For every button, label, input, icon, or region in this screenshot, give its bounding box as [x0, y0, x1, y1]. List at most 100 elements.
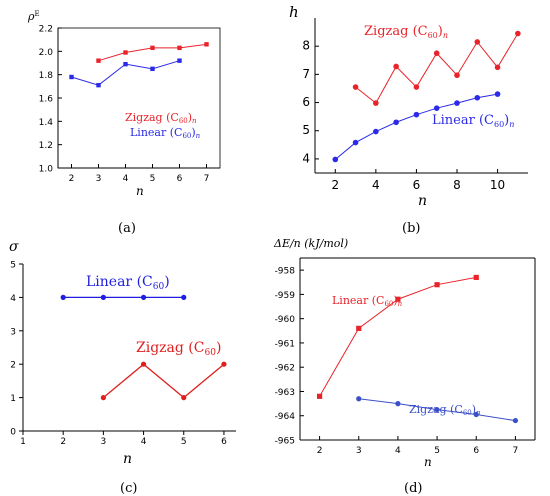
chart-d-data-point — [395, 296, 401, 302]
chart-d-y-tick-label: -965 — [275, 437, 295, 447]
chart-d-x-tick-label: 7 — [513, 446, 519, 456]
chart-c-x-tick-label: 2 — [60, 437, 66, 447]
chart-a-y-tick-label: 1.8 — [39, 71, 54, 81]
chart-a-data-point — [177, 45, 182, 51]
chart-b-ylabel: h — [289, 3, 299, 21]
chart-c-x-tick-label: 1 — [20, 437, 26, 447]
chart-c-data-point — [100, 294, 106, 300]
chart-a-data-point — [150, 66, 155, 72]
chart-c-legend-linear: Linear (C60) — [86, 274, 170, 292]
chart-c-data-point — [221, 361, 227, 367]
chart-d-data-point — [473, 411, 479, 418]
chart-a: 2 3 4 5 6 7 1.0 1.2 1.4 1.6 1.8 2.0 2.2 ρE n Zigzag … — [27, 10, 221, 236]
chart-b-data-point — [474, 94, 481, 101]
chart-b-data-point — [454, 72, 460, 79]
chart-a-data-point — [123, 61, 128, 67]
chart-a-x-tick-label: 6 — [177, 174, 183, 184]
chart-c-data-point — [60, 294, 66, 300]
chart-c-data-point — [181, 395, 187, 401]
chart-b-y-tick-label: 4 — [302, 151, 310, 165]
chart-b-data-point — [352, 84, 359, 90]
chart-c-data-point — [140, 361, 147, 367]
chart-b-xlabel: n — [418, 193, 427, 209]
chart-a-frame — [57, 27, 221, 169]
chart-b-x-tick-label: 2 — [331, 178, 339, 192]
chart-b-y-tick-label: 6 — [302, 95, 310, 109]
chart-b-series-line-0 — [355, 33, 519, 104]
chart-d-data-point — [316, 393, 323, 399]
chart-d-x-tick-label: 5 — [434, 446, 440, 456]
chart-b-data-point — [494, 91, 501, 97]
chart-d: 2 3 4 5 6 7 -958 -959 -960 -961 -962 -963 -964 -965 Δ… — [273, 237, 536, 496]
chart-c-legend-zigzag: Zigzag (C60) — [136, 340, 221, 358]
chart-b-data-point — [413, 84, 420, 90]
chart-a-x-tick-label: 2 — [69, 174, 75, 184]
chart-a-y-tick-label: 2.0 — [39, 48, 54, 58]
chart-d-x-tick-label: 3 — [356, 446, 362, 456]
chart-b-data-point — [474, 39, 481, 45]
chart-d-data-point — [395, 401, 401, 407]
chart-d-y-tick-label: -961 — [275, 339, 295, 349]
chart-c-x-tick-label: 5 — [181, 437, 187, 447]
chart-b-data-point — [393, 63, 399, 70]
chart-d-data-point — [356, 325, 362, 331]
chart-a-data-point — [204, 42, 209, 47]
chart-a-data-point — [177, 58, 182, 63]
chart-c-y-tick-label: 2 — [10, 361, 16, 371]
chart-b-data-point — [433, 105, 440, 111]
chart-d-data-point — [356, 396, 362, 402]
chart-a-xlabel: n — [136, 184, 144, 198]
chart-a-y-tick-label: 1.2 — [39, 141, 53, 151]
chart-b-plot-layer: 2 4 6 8 10 4 5 6 7 8 — [302, 30, 521, 192]
chart-a-data-point — [150, 45, 155, 51]
chart-a-ylabel: ρE — [27, 10, 40, 23]
chart-d-legend-zigzag: Zigzag (C60)n — [409, 403, 481, 417]
chart-c-y-tick-label: 1 — [10, 394, 16, 404]
chart-a-legend-zigzag: Zigzag (C60)n — [125, 111, 197, 125]
chart-b-legend-zigzag: Zigzag (C60)n — [364, 24, 448, 40]
chart-c-panel-label: (c) — [120, 481, 137, 496]
chart-a-data-point — [96, 58, 101, 63]
chart-b-x-tick-label: 10 — [490, 178, 505, 192]
chart-d-y-tick-label: -963 — [275, 388, 295, 398]
chart-a-y-tick-label: 2.2 — [39, 25, 53, 35]
chart-a-panel-label: (a) — [118, 221, 136, 236]
chart-d-y-tick-label: -960 — [275, 315, 296, 325]
chart-b-data-point — [373, 128, 379, 135]
chart-c-xlabel: n — [123, 451, 132, 467]
chart-d-x-tick-label: 4 — [395, 446, 401, 456]
chart-d-data-point — [434, 407, 440, 413]
chart-a-x-tick-label: 5 — [150, 174, 156, 184]
chart-d-data-point — [512, 417, 519, 424]
chart-b-data-point — [515, 30, 521, 37]
chart-c-data-point — [140, 294, 147, 300]
chart-c-x-tick-label: 3 — [101, 437, 107, 447]
chart-a-y-tick-label: 1.6 — [39, 95, 54, 105]
chart-b-panel-label: (b) — [402, 221, 420, 236]
chart-b-legend-linear: Linear (C60)n — [432, 113, 514, 129]
chart-b-y-tick-label: 7 — [302, 67, 310, 81]
chart-a-data-point — [96, 82, 101, 88]
chart-b-data-point — [433, 50, 440, 57]
chart-d-y-tick-label: -958 — [275, 267, 296, 277]
chart-d-y-tick-label: -962 — [275, 364, 295, 374]
chart-d-panel-label: (d) — [404, 481, 422, 496]
chart-a-legend-linear: Linear (C60)n — [130, 126, 201, 140]
chart-b-x-tick-label: 6 — [413, 178, 421, 192]
chart-c-series-line-1 — [102, 363, 225, 399]
chart-b-data-point — [352, 139, 359, 146]
chart-b-data-point — [494, 64, 501, 71]
chart-d-y-tick-label: -964 — [275, 412, 296, 422]
chart-b-data-point — [393, 119, 399, 126]
chart-c-y-tick-label: 3 — [10, 327, 16, 337]
chart-d-legend-linear: Linear (C60)n — [332, 294, 403, 308]
chart-d-xlabel: n — [424, 455, 432, 469]
chart-c-x-tick-label: 4 — [141, 437, 147, 447]
chart-a-plot-layer: 2 3 4 5 6 7 1.0 1.2 1.4 1.6 1.8 2.0 2.2 — [39, 25, 221, 184]
chart-c-data-point — [181, 294, 187, 300]
chart-b-x-tick-label: 8 — [453, 178, 461, 192]
chart-d-plot-layer: 2 3 4 5 6 7 -958 -959 -960 -961 -962 -963 -964 -965 — [275, 267, 519, 456]
